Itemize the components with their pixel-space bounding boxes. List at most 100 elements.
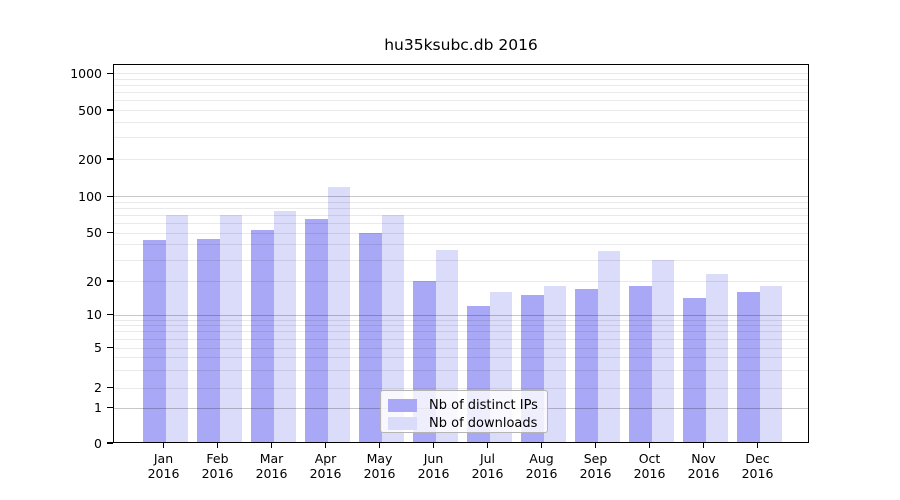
gridline-700 [114,92,808,93]
xtick-mark-aug [540,443,543,448]
xtick-year: 2016 [255,465,288,481]
ytick-mark-100 [107,195,113,197]
xtick-label-apr: Apr 2016 [298,451,354,481]
ytick-label-100: 100 [78,188,102,204]
xtick-month: Feb [206,451,229,466]
ytick-mark-10 [107,313,113,316]
ytick-mark-1000 [107,72,113,74]
ytick-label-2: 2 [94,380,102,395]
gridline-200 [114,159,808,160]
legend-row: Nb of downloads [388,415,541,431]
bar-downloads-nov [706,273,728,442]
xtick-mark-jul [486,443,489,448]
xtick-year: 2016 [363,465,396,481]
gridline-1000 [114,73,808,74]
bar-distinct-ips-may [359,232,382,442]
gridline-4 [114,357,808,358]
xtick-mark-jun [432,443,435,448]
gridline-20 [114,281,808,282]
xtick-month: Aug [529,451,554,466]
xtick-year: 2016 [525,465,558,481]
ytick-label-50: 50 [86,225,102,240]
ytick-label-1000: 1000 [70,65,102,81]
xtick-month: Sep [583,451,608,466]
gridline-50 [114,233,808,234]
xtick-mark-dec [756,443,759,448]
gridline-90 [114,202,808,203]
ytick-mark-20 [107,280,113,282]
xtick-label-may: May 2016 [352,451,408,481]
gridline-7 [114,331,808,332]
ytick-label-1: 1 [94,400,102,415]
xtick-mark-apr [324,443,327,448]
xtick-label-dec: Dec 2016 [730,451,786,481]
ytick-label-200: 200 [78,151,102,167]
gridline-30 [114,260,808,261]
ytick-label-20: 20 [86,273,102,289]
xtick-year: 2016 [147,465,180,481]
legend: Nb of distinct IPs Nb of downloads [380,390,548,433]
xtick-month: Apr [314,451,337,466]
gridline-major-10 [114,315,808,316]
xtick-label-nov: Nov 2016 [676,451,732,481]
xtick-year: 2016 [687,465,720,481]
bar-distinct-ips-nov [683,298,706,442]
xtick-month: Nov [691,451,716,466]
xtick-label-feb: Feb 2016 [190,451,246,481]
xtick-mark-oct [648,443,651,448]
xtick-mark-mar [270,443,273,448]
bar-distinct-ips-feb [197,239,220,442]
ytick-label-0: 0 [94,435,102,451]
bar-downloads-feb [220,214,242,442]
ytick-label-500: 500 [78,102,102,118]
gridline-80 [114,208,808,209]
xtick-mark-jan [162,443,165,448]
bar-downloads-may [382,214,404,442]
xtick-month: Dec [745,451,770,466]
bar-downloads-apr [328,187,350,442]
ytick-mark-1 [107,406,113,409]
legend-label-0: Nb of distinct IPs [429,397,538,413]
bar-distinct-ips-sep [575,288,598,442]
gridline-major-100 [114,196,808,197]
ytick-mark-0 [107,442,113,444]
xtick-label-jan: Jan 2016 [136,451,192,481]
xtick-label-aug: Aug 2016 [514,451,570,481]
plot-area [113,64,809,443]
xtick-mark-feb [216,443,219,448]
xtick-year: 2016 [579,465,612,481]
bar-downloads-dec [760,286,782,442]
xtick-year: 2016 [471,465,504,481]
ytick-label-10: 10 [86,307,102,322]
bar-distinct-ips-jan [143,240,166,442]
gridline-300 [114,137,808,138]
bar-distinct-ips-apr [305,218,328,442]
xtick-label-jul: Jul 2016 [460,451,516,481]
xtick-year: 2016 [741,465,774,481]
gridline-9 [114,320,808,321]
gridline-70 [114,215,808,216]
bar-downloads-mar [274,211,296,442]
xtick-label-jun: Jun 2016 [406,451,462,481]
xtick-year: 2016 [309,465,342,481]
xtick-month: Oct [638,451,661,466]
gridline-40 [114,244,808,245]
xtick-mark-nov [702,443,705,448]
ytick-mark-500 [107,109,113,111]
gridline-2 [114,388,808,389]
xtick-label-sep: Sep 2016 [568,451,624,481]
bar-downloads-sep [598,251,620,442]
xtick-label-oct: Oct 2016 [622,451,678,481]
xtick-mark-sep [594,443,597,448]
xtick-year: 2016 [201,465,234,481]
gridline-400 [114,122,808,123]
xtick-label-mar: Mar 2016 [244,451,300,481]
chart-title: hu35ksubc.db 2016 [384,36,538,54]
ytick-mark-200 [107,158,113,160]
gridline-800 [114,85,808,86]
ytick-mark-2 [107,386,113,389]
xtick-month: May [366,451,393,466]
ytick-mark-5 [107,346,113,349]
bar-downloads-aug [544,286,566,442]
